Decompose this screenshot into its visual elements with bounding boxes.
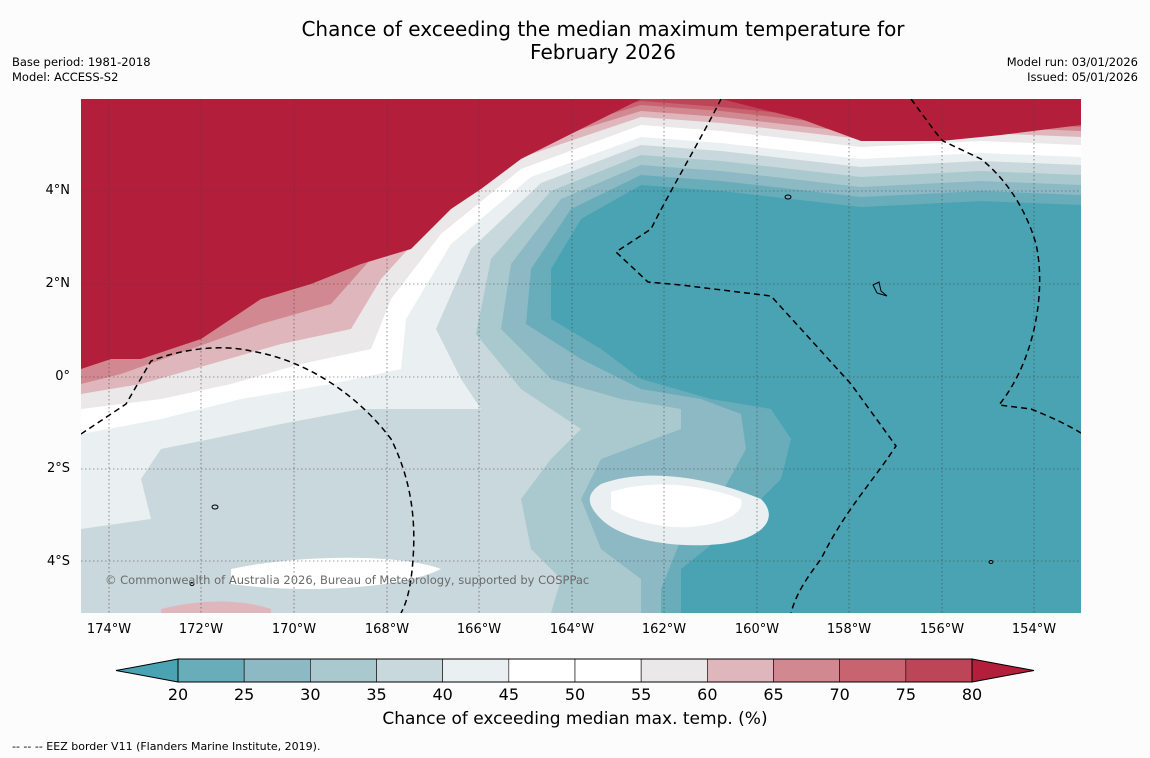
colorbar-cell: [839, 658, 907, 683]
colorbar-cell: [508, 658, 576, 683]
lat-label-4s: 4°S: [46, 554, 70, 569]
lon-label-168w: 168°W: [364, 622, 410, 637]
colorbar-tick-label: 25: [233, 685, 255, 704]
colorbar-tick-label: 55: [630, 685, 652, 704]
colorbar: [115, 658, 1035, 683]
lat-label-2s: 2°S: [46, 461, 70, 476]
lon-label-154w: 154°W: [1011, 622, 1057, 637]
copyright-notice: © Commonwealth of Australia 2026, Bureau…: [105, 573, 590, 587]
eez-borders: [81, 99, 1081, 613]
lat-label-4n: 4°N: [45, 183, 71, 198]
colorbar-cells: [115, 658, 1035, 683]
colorbar-tick-label: 40: [432, 685, 453, 704]
colorbar-tick-label: 65: [763, 685, 784, 704]
colorbar-tick-label: 60: [697, 685, 718, 704]
meta-left: Base period: 1981-2018 Model: ACCESS-S2: [12, 55, 151, 85]
lon-label-160w: 160°W: [734, 622, 780, 637]
colorbar-cell: [177, 658, 245, 683]
lon-label-162w: 162°W: [641, 622, 687, 637]
colorbar-tick-label: 45: [498, 685, 519, 704]
chart-title: Chance of exceeding the median maximum t…: [0, 18, 1150, 64]
map-panel: © Commonwealth of Australia 2026, Bureau…: [81, 99, 1081, 613]
grid-lines: [81, 99, 1081, 613]
colorbar-cell: [773, 658, 840, 683]
island-outlines: [189, 194, 994, 586]
lon-label-166w: 166°W: [456, 622, 502, 637]
colorbar-cell: [376, 658, 443, 683]
base-period: Base period: 1981-2018: [12, 55, 151, 69]
colorbar-frame: [177, 658, 973, 683]
lon-label-164w: 164°W: [549, 622, 595, 637]
colorbar-extend-high: [971, 658, 1035, 683]
colorbar-tick-label: 30: [300, 685, 321, 704]
model-run: Model run: 03/01/2026: [1006, 55, 1138, 69]
colorbar-cell: [905, 658, 973, 683]
model-name: Model: ACCESS-S2: [12, 70, 119, 84]
lon-label-158w: 158°W: [826, 622, 872, 637]
colorbar-tick-label: 35: [366, 685, 387, 704]
colorbar-tick-label: 75: [895, 685, 916, 704]
colorbar-cell: [310, 658, 377, 683]
lon-label-172w: 172°W: [178, 622, 224, 637]
lat-label-2n: 2°N: [45, 276, 71, 291]
colorbar-cell: [243, 658, 311, 683]
lon-label-156w: 156°W: [919, 622, 965, 637]
lon-label-174w: 174°W: [86, 622, 132, 637]
meta-right: Model run: 03/01/2026 Issued: 05/01/2026: [1007, 55, 1138, 85]
lat-label-0: 0°: [55, 369, 70, 384]
colorbar-cell: [442, 658, 510, 683]
colorbar-cell: [574, 658, 642, 683]
colorbar-tick-label: 70: [829, 685, 850, 704]
eez-footnote: -- -- -- EEZ border V11 (Flanders Marine…: [12, 740, 321, 753]
colorbar-title: Chance of exceeding median max. temp. (%…: [382, 709, 768, 729]
colorbar-cell: [640, 658, 708, 683]
colorbar-tick-label: 20: [167, 685, 189, 704]
colorbar-cell: [707, 658, 774, 683]
issued-date: Issued: 05/01/2026: [1027, 70, 1138, 84]
colorbar-tick-label: 80: [961, 685, 983, 704]
colorbar-extend-low: [115, 658, 179, 683]
lon-label-170w: 170°W: [271, 622, 317, 637]
title-line-2: February 2026: [530, 40, 676, 64]
probability-map: [81, 99, 1081, 613]
zone-above-80: [81, 99, 1081, 369]
colorbar-tick-label: 50: [564, 685, 586, 704]
title-line-1: Chance of exceeding the median maximum t…: [301, 17, 905, 41]
